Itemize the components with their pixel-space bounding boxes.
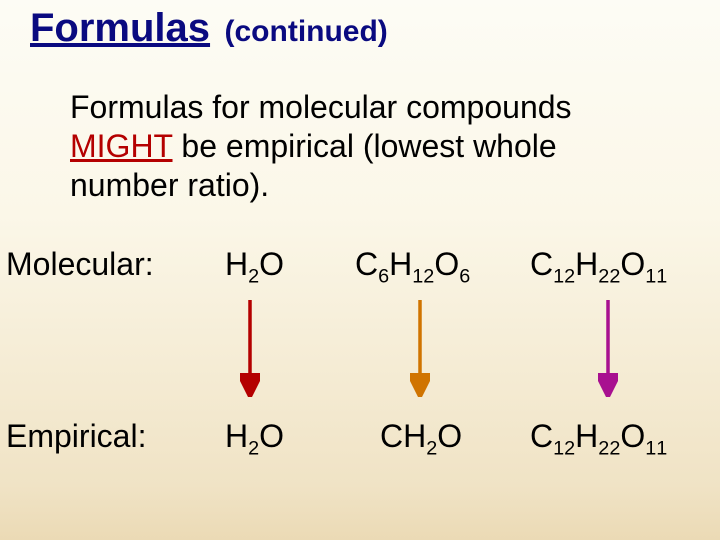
title-main: Formulas [30, 6, 210, 50]
slide-title: Formulas (continued) [30, 6, 388, 51]
intro-line3: number ratio). [70, 167, 269, 203]
title-continued: (continued) [225, 15, 388, 48]
formula-mol-a: H2O [225, 246, 284, 283]
intro-paragraph: Formulas for molecular compounds MIGHT b… [70, 88, 690, 205]
label-empirical: Empirical: [6, 418, 146, 455]
arrow-b [410, 300, 430, 397]
intro-line1: Formulas for molecular compounds [70, 89, 572, 125]
arrow-a [240, 300, 260, 397]
intro-line2-rest: be empirical (lowest whole [173, 128, 557, 164]
intro-might: MIGHT [70, 128, 173, 164]
formula-emp-c: C12H22O11 [530, 418, 667, 455]
arrow-c [598, 300, 618, 397]
formula-emp-b: CH2O [380, 418, 462, 455]
formula-mol-b: C6H12O6 [355, 246, 470, 283]
label-molecular: Molecular: [6, 246, 154, 283]
formula-mol-c: C12H22O11 [530, 246, 667, 283]
formula-emp-a: H2O [225, 418, 284, 455]
